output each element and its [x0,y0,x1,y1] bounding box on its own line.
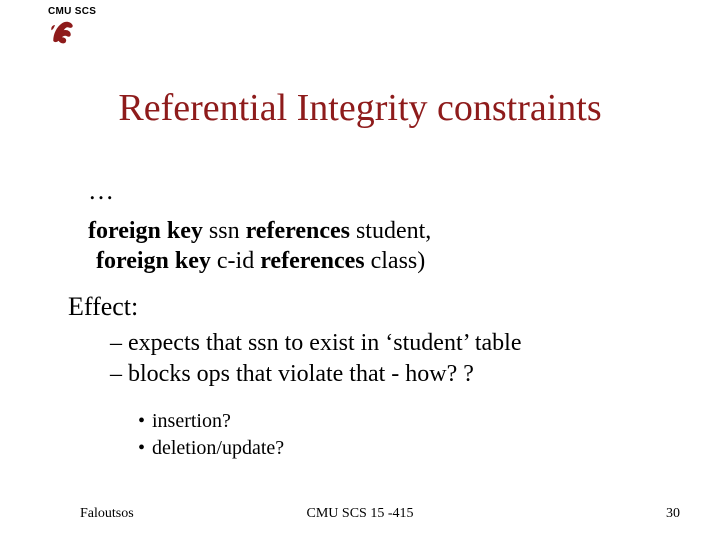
bullet-item: •insertion? [138,408,660,435]
header-label: CMU SCS [48,6,96,17]
fk2-keyword2: references [260,248,370,274]
footer-page-number: 30 [666,506,680,522]
effect-label: Effect: [68,292,660,322]
ellipsis-text: … [88,176,660,206]
fk2-keyword1: foreign key [96,248,217,274]
slide-body: … foreign key ssn references student, fo… [80,176,660,462]
fk1-keyword2: references [246,218,356,244]
dash-item: – expects that ssn to exist in ‘student’… [110,328,660,359]
fk1-col: ssn [209,218,246,244]
fk1-keyword1: foreign key [88,218,209,244]
fk2-col: c-id [217,248,260,274]
foreign-key-line-1: foreign key ssn references student, [88,216,660,246]
bullet-item: •deletion/update? [138,435,660,462]
bullet-text: deletion/update? [152,437,284,459]
foreign-key-line-2: foreign key c-id references class) [96,246,660,276]
fk1-table: student, [356,218,431,244]
dash-list: – expects that ssn to exist in ‘student’… [110,328,660,390]
bullet-dot-icon: • [138,408,152,435]
footer-course: CMU SCS 15 -415 [0,506,720,522]
slide: CMU SCS Referential Integrity constraint… [0,0,720,540]
slide-header: CMU SCS [48,6,96,17]
bullet-list: •insertion? •deletion/update? [138,408,660,462]
slide-title: Referential Integrity constraints [0,86,720,130]
bullet-text: insertion? [152,410,231,432]
fk2-table: class) [371,248,426,274]
dash-item: – blocks ops that violate that - how? ? [110,359,660,390]
cmu-scotty-logo-icon [48,18,76,51]
bullet-dot-icon: • [138,435,152,462]
